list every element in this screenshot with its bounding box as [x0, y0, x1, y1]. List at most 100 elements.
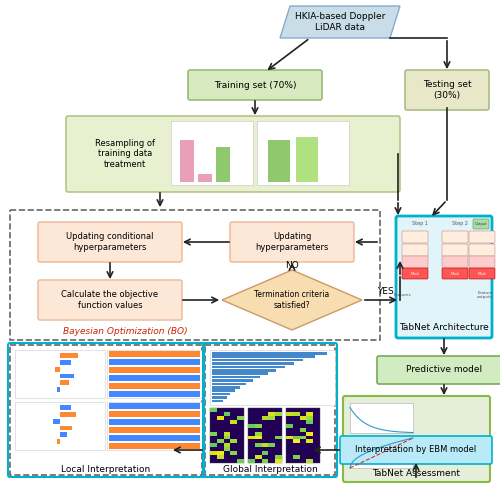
FancyBboxPatch shape: [469, 256, 495, 268]
Bar: [109, 375, 200, 381]
Bar: [210, 443, 217, 447]
Text: Mask: Mask: [450, 272, 460, 276]
Bar: [210, 408, 217, 412]
Bar: [212, 359, 303, 362]
Bar: [262, 443, 268, 447]
Bar: [109, 367, 200, 373]
Bar: [268, 416, 275, 420]
Bar: [230, 439, 237, 443]
Bar: [55, 367, 60, 372]
Bar: [217, 416, 224, 420]
Bar: [306, 420, 313, 424]
Bar: [224, 432, 230, 436]
FancyBboxPatch shape: [469, 231, 495, 243]
Bar: [306, 439, 313, 443]
Bar: [109, 411, 200, 417]
Text: Global Interpretation: Global Interpretation: [222, 466, 318, 474]
FancyBboxPatch shape: [107, 402, 202, 450]
FancyBboxPatch shape: [210, 408, 244, 463]
FancyBboxPatch shape: [350, 438, 413, 468]
Bar: [293, 455, 300, 459]
Text: Step 2: Step 2: [452, 222, 468, 227]
Bar: [248, 424, 255, 428]
Text: Features: Features: [393, 293, 411, 297]
FancyBboxPatch shape: [343, 396, 490, 482]
Bar: [60, 360, 70, 364]
Text: Termination criteria
satisfied?: Termination criteria satisfied?: [254, 290, 330, 310]
FancyBboxPatch shape: [188, 70, 322, 100]
FancyBboxPatch shape: [402, 256, 428, 268]
Bar: [212, 352, 327, 355]
Bar: [10, 345, 202, 475]
Bar: [293, 436, 300, 439]
Bar: [212, 382, 246, 385]
Bar: [248, 459, 255, 463]
Bar: [275, 459, 282, 463]
Bar: [109, 443, 200, 449]
Bar: [275, 436, 282, 439]
FancyBboxPatch shape: [442, 244, 468, 256]
Bar: [262, 459, 268, 463]
Text: Interpretation by EBM model: Interpretation by EBM model: [356, 445, 476, 454]
FancyBboxPatch shape: [442, 268, 468, 279]
FancyBboxPatch shape: [66, 116, 400, 192]
FancyBboxPatch shape: [340, 436, 492, 464]
FancyBboxPatch shape: [230, 222, 354, 262]
FancyBboxPatch shape: [257, 121, 349, 185]
Text: Calculate the objective
function values: Calculate the objective function values: [62, 290, 158, 310]
Bar: [212, 396, 226, 399]
FancyBboxPatch shape: [210, 350, 335, 405]
Bar: [217, 455, 224, 459]
FancyBboxPatch shape: [107, 350, 202, 398]
Bar: [60, 374, 74, 378]
Bar: [212, 393, 230, 395]
Bar: [60, 380, 69, 385]
FancyBboxPatch shape: [350, 403, 413, 433]
Bar: [60, 425, 72, 430]
Bar: [275, 412, 282, 416]
Bar: [255, 432, 262, 436]
Bar: [109, 427, 200, 433]
Bar: [262, 416, 268, 420]
FancyBboxPatch shape: [15, 402, 105, 450]
Bar: [230, 420, 237, 424]
FancyBboxPatch shape: [171, 121, 253, 185]
Text: Training set (70%): Training set (70%): [214, 80, 296, 90]
Bar: [205, 345, 335, 475]
FancyBboxPatch shape: [473, 219, 489, 229]
Text: Local Interpretation: Local Interpretation: [62, 466, 150, 474]
Bar: [212, 355, 315, 358]
Bar: [255, 424, 262, 428]
Bar: [212, 390, 235, 392]
Text: Predictive model: Predictive model: [406, 365, 482, 375]
Text: TabNet Architecture: TabNet Architecture: [399, 323, 489, 333]
Text: HKIA-based Doppler
LiDAR data: HKIA-based Doppler LiDAR data: [295, 12, 385, 31]
Bar: [109, 391, 200, 397]
Text: Mask: Mask: [410, 272, 420, 276]
Text: TabNet Assessment: TabNet Assessment: [372, 469, 460, 479]
Text: Mask: Mask: [478, 272, 486, 276]
Bar: [306, 459, 313, 463]
Bar: [109, 383, 200, 389]
Bar: [300, 428, 306, 432]
Bar: [60, 432, 67, 437]
Text: Step 1: Step 1: [412, 222, 428, 227]
Bar: [212, 386, 240, 389]
FancyBboxPatch shape: [405, 70, 489, 110]
Bar: [212, 400, 223, 402]
Bar: [198, 174, 212, 182]
Bar: [286, 412, 293, 416]
Bar: [306, 412, 313, 416]
Bar: [212, 372, 268, 375]
Bar: [212, 362, 294, 365]
FancyBboxPatch shape: [15, 350, 105, 398]
Bar: [237, 416, 244, 420]
Bar: [109, 351, 200, 357]
Bar: [268, 443, 275, 447]
Bar: [109, 403, 200, 409]
Bar: [237, 459, 244, 463]
Bar: [230, 451, 237, 455]
Text: Updating conditional
hyperparameters: Updating conditional hyperparameters: [66, 232, 154, 252]
Bar: [212, 379, 253, 382]
Bar: [268, 140, 290, 182]
